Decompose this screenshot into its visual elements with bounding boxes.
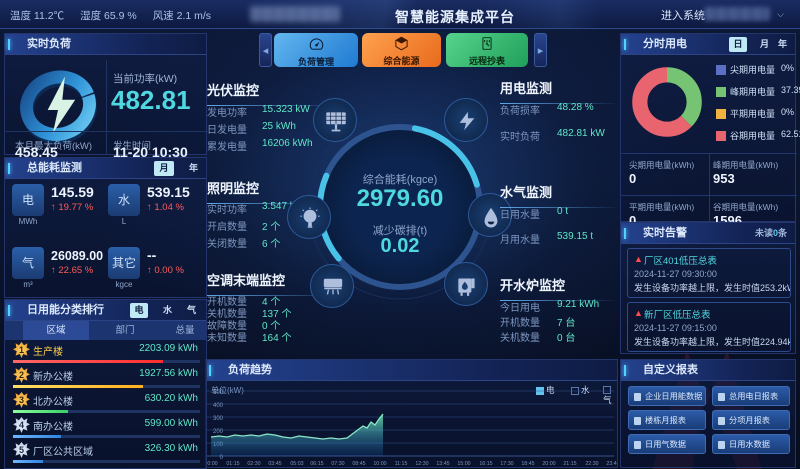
svg-text:02:30: 02:30 — [247, 461, 260, 467]
svg-text:08:45: 08:45 — [352, 461, 365, 467]
svg-text:23:45: 23:45 — [606, 461, 618, 467]
svg-text:300: 300 — [213, 416, 224, 422]
svg-text:05:03: 05:03 — [290, 461, 303, 467]
svg-text:15:00: 15:00 — [457, 461, 470, 467]
svg-text:07:30: 07:30 — [331, 461, 344, 467]
svg-text:200: 200 — [213, 429, 224, 435]
svg-text:22:30: 22:30 — [585, 461, 598, 467]
svg-text:21:15: 21:15 — [563, 461, 576, 467]
svg-text:06:15: 06:15 — [310, 461, 323, 467]
svg-text:12:30: 12:30 — [415, 461, 428, 467]
svg-text:20:00: 20:00 — [542, 461, 555, 467]
svg-text:18:45: 18:45 — [521, 461, 534, 467]
svg-text:500: 500 — [213, 390, 224, 396]
svg-text:13:45: 13:45 — [436, 461, 449, 467]
svg-text:01:15: 01:15 — [226, 461, 239, 467]
svg-text:10:00: 10:00 — [373, 461, 386, 467]
svg-text:03:45: 03:45 — [268, 461, 281, 467]
svg-text:11:15: 11:15 — [395, 461, 408, 467]
svg-text:16:15: 16:15 — [479, 461, 492, 467]
svg-text:00:00: 00:00 — [206, 461, 218, 467]
svg-text:400: 400 — [213, 403, 224, 409]
svg-text:17:30: 17:30 — [500, 461, 513, 467]
